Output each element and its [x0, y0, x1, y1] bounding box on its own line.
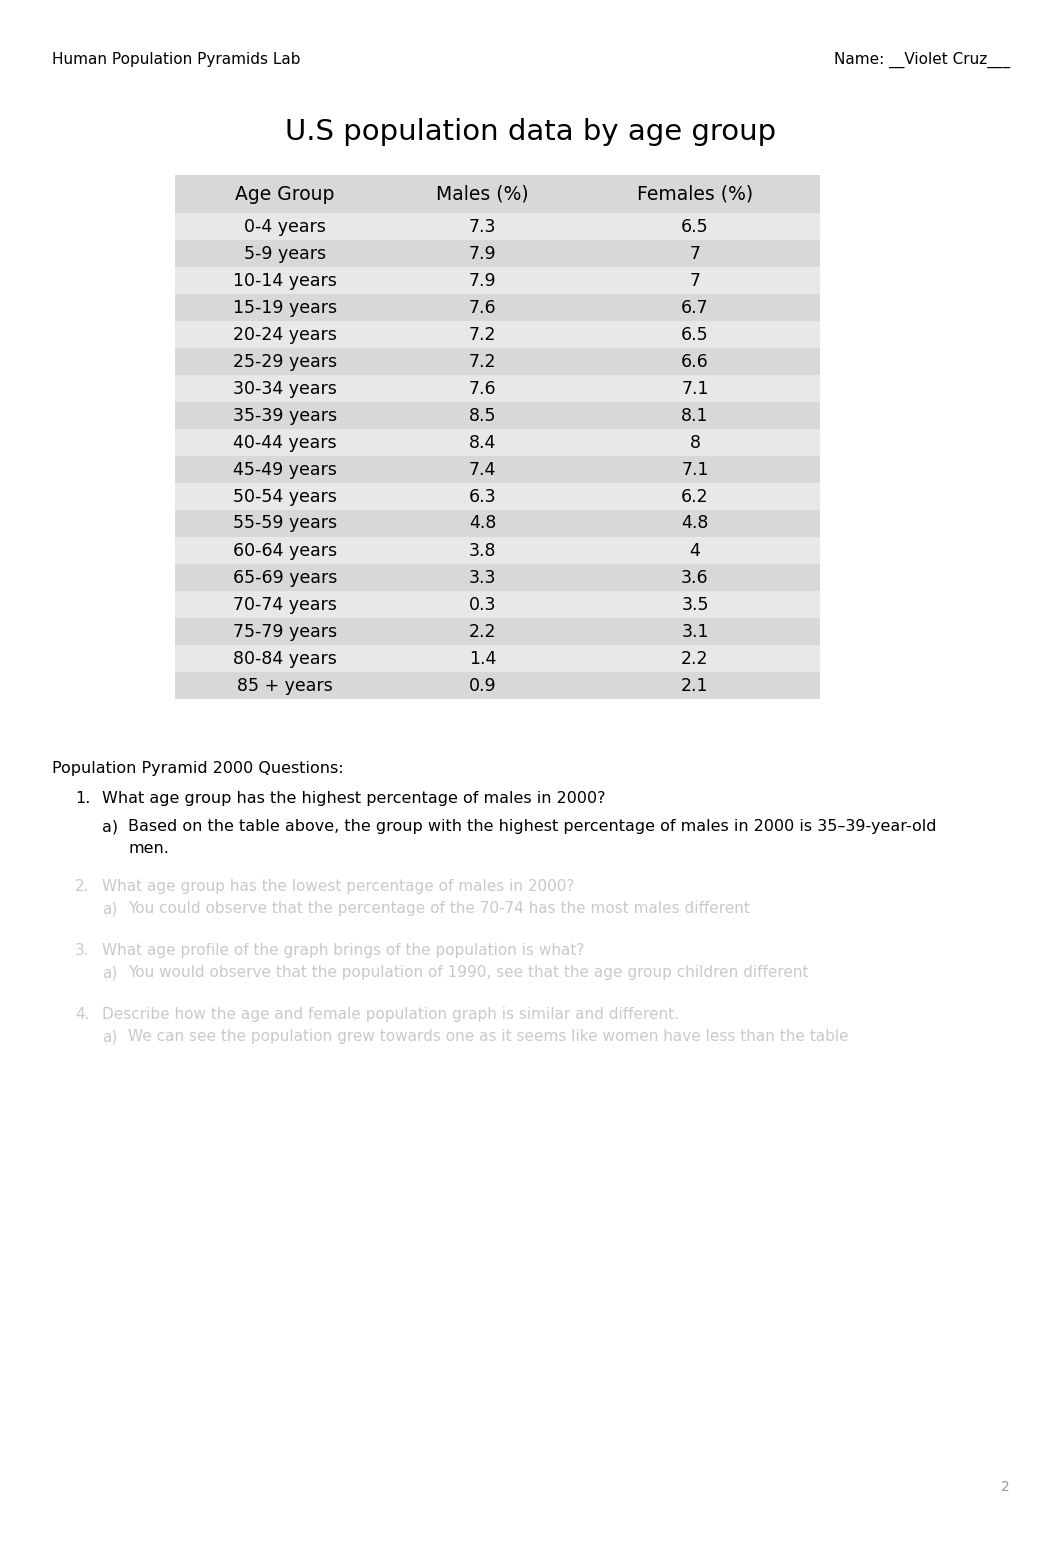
- Text: 7.6: 7.6: [468, 379, 496, 398]
- Text: 35-39 years: 35-39 years: [233, 406, 337, 425]
- Bar: [175, 482, 820, 510]
- Text: 3.8: 3.8: [468, 542, 496, 559]
- Text: 3.6: 3.6: [681, 568, 708, 587]
- Text: 30-34 years: 30-34 years: [233, 379, 337, 398]
- Text: 8.1: 8.1: [681, 406, 708, 425]
- Text: Age Group: Age Group: [236, 184, 335, 203]
- Text: 60-64 years: 60-64 years: [233, 542, 337, 559]
- Text: 6.6: 6.6: [681, 353, 708, 370]
- Bar: [175, 322, 820, 348]
- Text: Describe how the age and female population graph is similar and different.: Describe how the age and female populati…: [102, 1007, 679, 1022]
- Text: You would observe that the population of 1990, see that the age group children d: You would observe that the population of…: [129, 965, 808, 980]
- Text: 2.2: 2.2: [468, 623, 496, 640]
- Text: 7.6: 7.6: [468, 298, 496, 317]
- Text: What age group has the lowest percentage of males in 2000?: What age group has the lowest percentage…: [102, 879, 575, 894]
- Text: men.: men.: [129, 841, 169, 855]
- Text: 4.: 4.: [75, 1007, 89, 1022]
- Text: Human Population Pyramids Lab: Human Population Pyramids Lab: [52, 52, 301, 67]
- Text: 4.8: 4.8: [468, 515, 496, 532]
- Text: 4.8: 4.8: [682, 515, 708, 532]
- Text: 65-69 years: 65-69 years: [233, 568, 338, 587]
- Text: 10-14 years: 10-14 years: [233, 272, 337, 289]
- Text: Males (%): Males (%): [436, 184, 529, 203]
- Bar: [175, 618, 820, 645]
- Text: 20-24 years: 20-24 years: [233, 326, 337, 343]
- Text: 7.3: 7.3: [468, 217, 496, 236]
- Text: 8.5: 8.5: [468, 406, 496, 425]
- Text: 7: 7: [689, 272, 701, 289]
- Text: 2.: 2.: [75, 879, 89, 894]
- Text: 50-54 years: 50-54 years: [233, 487, 337, 506]
- Bar: [175, 645, 820, 671]
- Text: Name: __Violet Cruz___: Name: __Violet Cruz___: [834, 52, 1010, 69]
- Bar: [175, 212, 820, 240]
- Text: a): a): [102, 820, 118, 834]
- Text: 70-74 years: 70-74 years: [233, 595, 337, 613]
- Text: Females (%): Females (%): [637, 184, 753, 203]
- Text: 2: 2: [1001, 1480, 1010, 1494]
- Text: You could observe that the percentage of the 70-74 has the most males different: You could observe that the percentage of…: [129, 901, 750, 916]
- Text: What age group has the highest percentage of males in 2000?: What age group has the highest percentag…: [102, 791, 605, 805]
- Text: 45-49 years: 45-49 years: [233, 460, 337, 479]
- Text: U.S population data by age group: U.S population data by age group: [286, 119, 776, 147]
- Text: 55-59 years: 55-59 years: [233, 515, 337, 532]
- Text: 0-4 years: 0-4 years: [244, 217, 326, 236]
- Text: 3.5: 3.5: [681, 595, 708, 613]
- Bar: [175, 456, 820, 482]
- Text: 2.2: 2.2: [681, 649, 708, 668]
- Bar: [175, 175, 820, 699]
- Text: a): a): [102, 965, 117, 980]
- Text: 5-9 years: 5-9 years: [244, 245, 326, 262]
- Text: 8.4: 8.4: [468, 434, 496, 451]
- Text: 6.5: 6.5: [681, 326, 708, 343]
- Bar: [175, 293, 820, 322]
- Text: 7: 7: [689, 245, 701, 262]
- Bar: [175, 564, 820, 592]
- Text: 6.7: 6.7: [681, 298, 708, 317]
- Text: 7.2: 7.2: [468, 353, 496, 370]
- Text: 7.1: 7.1: [681, 460, 708, 479]
- Text: 7.2: 7.2: [468, 326, 496, 343]
- Text: 6.2: 6.2: [681, 487, 708, 506]
- Text: We can see the population grew towards one as it seems like women have less than: We can see the population grew towards o…: [129, 1029, 849, 1044]
- Text: 75-79 years: 75-79 years: [233, 623, 337, 640]
- Text: 6.5: 6.5: [681, 217, 708, 236]
- Text: 85 + years: 85 + years: [237, 676, 332, 695]
- Text: 4: 4: [689, 542, 701, 559]
- Bar: [175, 375, 820, 403]
- Text: 0.3: 0.3: [468, 595, 496, 613]
- Text: 7.1: 7.1: [681, 379, 708, 398]
- Text: 1.4: 1.4: [468, 649, 496, 668]
- Text: 25-29 years: 25-29 years: [233, 353, 337, 370]
- Text: a): a): [102, 901, 117, 916]
- Text: 6.3: 6.3: [468, 487, 496, 506]
- Text: Based on the table above, the group with the highest percentage of males in 2000: Based on the table above, the group with…: [129, 820, 937, 834]
- Text: 15-19 years: 15-19 years: [233, 298, 337, 317]
- Text: What age profile of the graph brings of the population is what?: What age profile of the graph brings of …: [102, 943, 584, 958]
- Text: 40-44 years: 40-44 years: [234, 434, 337, 451]
- Text: 3.1: 3.1: [681, 623, 708, 640]
- Text: 80-84 years: 80-84 years: [233, 649, 337, 668]
- Text: 1.: 1.: [75, 791, 90, 805]
- Text: 7.9: 7.9: [468, 245, 496, 262]
- Bar: [175, 510, 820, 537]
- Text: 7.4: 7.4: [468, 460, 496, 479]
- Bar: [175, 267, 820, 293]
- Bar: [175, 429, 820, 456]
- Text: 0.9: 0.9: [468, 676, 496, 695]
- Text: 3.3: 3.3: [468, 568, 496, 587]
- Text: 8: 8: [689, 434, 701, 451]
- Bar: [175, 348, 820, 375]
- Bar: [175, 403, 820, 429]
- Bar: [175, 592, 820, 618]
- Text: Population Pyramid 2000 Questions:: Population Pyramid 2000 Questions:: [52, 762, 344, 776]
- Bar: [175, 537, 820, 564]
- Text: 3.: 3.: [75, 943, 89, 958]
- Text: 2.1: 2.1: [681, 676, 708, 695]
- Text: 7.9: 7.9: [468, 272, 496, 289]
- Bar: [175, 671, 820, 699]
- Text: a): a): [102, 1029, 117, 1044]
- Bar: [175, 240, 820, 267]
